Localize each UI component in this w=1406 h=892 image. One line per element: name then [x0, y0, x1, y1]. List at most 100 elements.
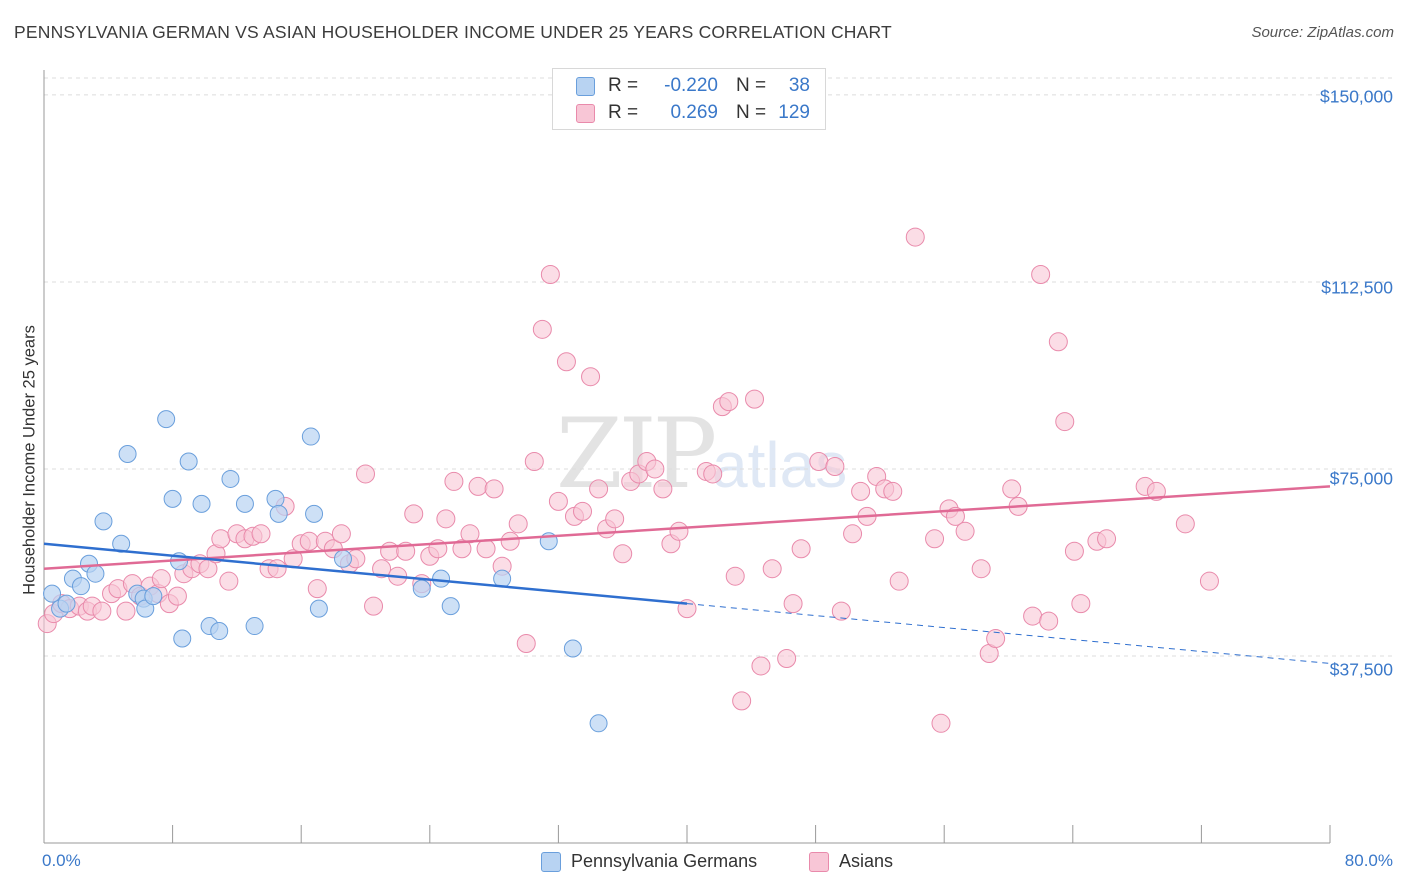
pennsylvania-german-point: [163, 489, 182, 508]
r-label: R =: [608, 75, 639, 96]
blue-swatch-icon: [576, 76, 595, 96]
asian-point: [889, 571, 909, 591]
pennsylvania-german-point: [57, 594, 76, 613]
asian-point: [986, 629, 1006, 649]
asian-point: [605, 509, 625, 529]
asian-point: [524, 451, 544, 471]
pennsylvania-german-trend-extension: [686, 603, 1331, 664]
asian-point: [299, 531, 319, 551]
pennsylvania-german-point: [221, 469, 240, 488]
asian-point: [703, 464, 723, 484]
asian-point: [719, 392, 739, 412]
asian-point: [516, 634, 536, 654]
asian-point: [725, 566, 745, 586]
asian-point: [452, 539, 472, 559]
y-tick-label: $75,000: [1329, 468, 1393, 489]
asian-point: [931, 713, 951, 733]
asian-point: [1097, 529, 1117, 549]
pennsylvania-german-point: [412, 579, 431, 598]
pennsylvania-german-point: [269, 504, 288, 523]
asian-point: [1031, 264, 1051, 284]
legend-label: Asians: [839, 851, 894, 871]
pink-swatch-icon: [809, 851, 829, 872]
asian-point: [669, 521, 689, 541]
asian-point: [1002, 479, 1022, 499]
asian-point: [151, 569, 171, 589]
asian-point: [532, 319, 552, 339]
pennsylvania-german-point: [266, 489, 285, 508]
asian-point: [613, 544, 633, 564]
x-tick-label-max: 80.0%: [1344, 851, 1393, 870]
pennsylvania-german-point: [43, 584, 62, 603]
asian-point: [1064, 541, 1084, 561]
asian-point: [219, 571, 239, 591]
legend-item-pennsylvania-germans[interactable]: Pennsylvania Germans: [541, 851, 757, 872]
pennsylvania-german-point: [192, 494, 211, 513]
legend-item-asians[interactable]: Asians: [809, 851, 893, 872]
r-label: R =: [608, 102, 639, 123]
asian-point: [843, 524, 863, 544]
pennsylvania-german-point: [210, 622, 229, 641]
y-axis-label: Householder Income Under 25 years: [20, 325, 39, 595]
asian-point: [548, 491, 568, 511]
asian-point: [540, 264, 560, 284]
pennsylvania-german-point: [235, 494, 254, 513]
asian-point: [653, 479, 673, 499]
n-value: 38: [788, 75, 810, 96]
asian-point: [925, 529, 945, 549]
asian-point: [500, 531, 520, 551]
pennsylvania-german-point: [179, 452, 198, 471]
asian-point: [476, 539, 496, 559]
asian-point: [364, 596, 384, 616]
asian-point: [825, 456, 845, 476]
blue-swatch-icon: [541, 851, 561, 872]
n-label: N =: [736, 102, 767, 123]
asian-point: [211, 529, 231, 549]
asian-point: [573, 501, 593, 521]
x-tick-label-min: 0.0%: [42, 851, 81, 870]
pennsylvania-german-point: [563, 639, 582, 658]
pennsylvania-german-point: [432, 569, 451, 588]
asian-point: [589, 479, 609, 499]
asian-point: [1175, 514, 1195, 534]
pennsylvania-german-point: [118, 445, 137, 464]
asian-point: [484, 479, 504, 499]
asian-point: [436, 509, 456, 529]
legend-label: Pennsylvania Germans: [571, 851, 758, 871]
chart-title: PENNSYLVANIA GERMAN VS ASIAN HOUSEHOLDER…: [14, 22, 892, 42]
watermark-zip: ZIP: [556, 398, 717, 510]
asian-point: [356, 464, 375, 484]
pennsylvania-german-point: [309, 599, 328, 618]
asian-point: [1199, 571, 1219, 591]
asian-point: [468, 476, 488, 496]
pennsylvania-german-point: [173, 629, 192, 648]
correlation-legend: R = -0.220 N = 38 R = 0.269 N = 129: [552, 68, 826, 130]
legend-row-pennsylvania-germans: R = -0.220 N = 38: [576, 73, 810, 99]
legend-row-asians: R = 0.269 N = 129: [576, 100, 810, 126]
asian-point: [1048, 332, 1068, 352]
asian-point: [444, 471, 464, 491]
pennsylvania-german-point: [94, 512, 113, 531]
asian-point: [905, 227, 925, 247]
asian-trend-line: [43, 485, 1331, 570]
asian-point: [1023, 606, 1043, 626]
y-tick-label: $112,500: [1321, 277, 1393, 298]
y-tick-label: $37,500: [1329, 659, 1393, 680]
pennsylvania-german-point: [71, 577, 90, 596]
asian-point: [745, 389, 765, 409]
asian-point: [783, 594, 803, 614]
asian-point: [167, 586, 187, 606]
asian-point: [372, 559, 392, 579]
n-value: 129: [778, 102, 810, 123]
asian-point: [508, 514, 528, 534]
pennsylvania-german-point: [305, 504, 324, 523]
asian-point: [831, 601, 851, 621]
pennsylvania-german-point: [112, 534, 131, 553]
asian-point: [791, 539, 811, 559]
asian-point: [971, 559, 991, 579]
asian-point: [851, 481, 871, 501]
asian-point: [777, 648, 797, 668]
n-label: N =: [736, 75, 767, 96]
pennsylvania-german-point: [144, 587, 163, 606]
source-label: Source: ZipAtlas.com: [1251, 24, 1394, 41]
